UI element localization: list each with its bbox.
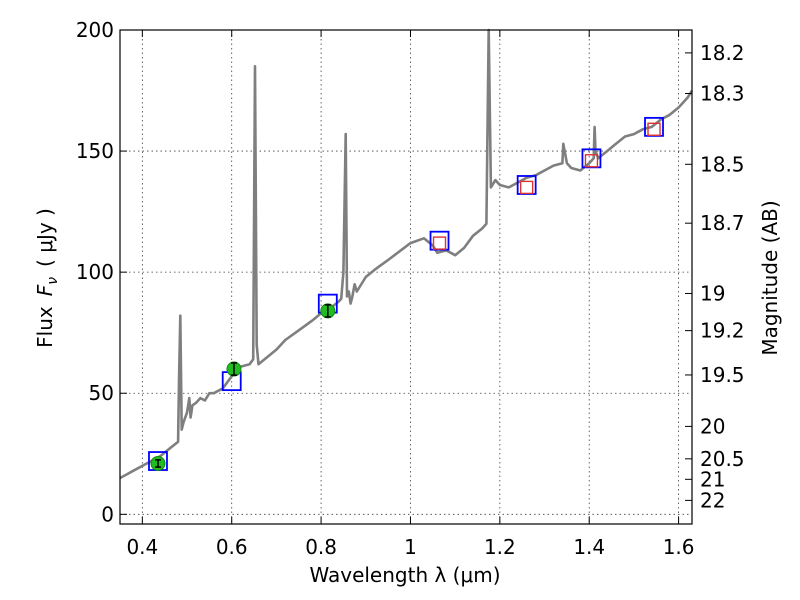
x-tick-label: 0.4 (126, 535, 158, 559)
nir-flux-marker (584, 154, 599, 168)
spectrum-line (119, 28, 694, 480)
y-tick-label: 100 (76, 260, 114, 284)
x-tick-label: 0.8 (305, 535, 337, 559)
plot-area (119, 28, 694, 480)
y2-tick-label: 18.5 (700, 152, 745, 176)
y2-tick-label: 22 (700, 488, 725, 512)
y2-tick-label: 21 (700, 467, 725, 491)
y2-axis-label: Magnitude (AB) (758, 200, 782, 355)
y2-tick-label: 19 (700, 281, 725, 305)
x-tick-label: 1.6 (663, 535, 695, 559)
x-axis-label: Wavelength λ (μm) (309, 563, 500, 587)
y-axis-label-prefix: Flux (33, 306, 57, 348)
y2-tick-label: 20 (700, 414, 725, 438)
y2-tick-label: 19.2 (700, 319, 745, 343)
tick-marks (120, 29, 692, 524)
x-tick-labels: 0.4 0.6 0.8 1 1.2 1.4 1.6 (126, 535, 694, 559)
y-tick-label: 0 (101, 502, 114, 526)
nir-flux-marker (647, 122, 661, 136)
plot-frame (119, 29, 693, 525)
y2-tick-label: 19.5 (700, 363, 745, 387)
y2-tick-label: 18.3 (700, 81, 745, 105)
y-tick-labels: 0 50 100 150 200 (76, 18, 114, 526)
x-tick-label: 1 (404, 535, 417, 559)
nir-flux-marker (432, 236, 447, 250)
y-tick-label: 150 (76, 139, 114, 163)
y-tick-label: 200 (76, 18, 114, 42)
x-tick-label: 0.6 (216, 535, 248, 559)
y-tick-label: 50 (89, 381, 114, 405)
y-axis-label: Flux Fν ( μJy ) (33, 208, 61, 348)
y2-tick-label: 20.5 (700, 447, 745, 471)
y-axis-label-subscript: ν (45, 277, 61, 285)
grid (120, 29, 692, 524)
y-axis-label-symbol: F (33, 284, 57, 296)
y-axis-label-unit: ( μJy ) (33, 208, 57, 267)
x-tick-label: 1.4 (573, 535, 605, 559)
y2-tick-label: 18.7 (700, 211, 745, 235)
nir-flux-marker (519, 180, 534, 195)
x-tick-label: 1.2 (484, 535, 516, 559)
y2-tick-label: 18.2 (700, 41, 745, 65)
